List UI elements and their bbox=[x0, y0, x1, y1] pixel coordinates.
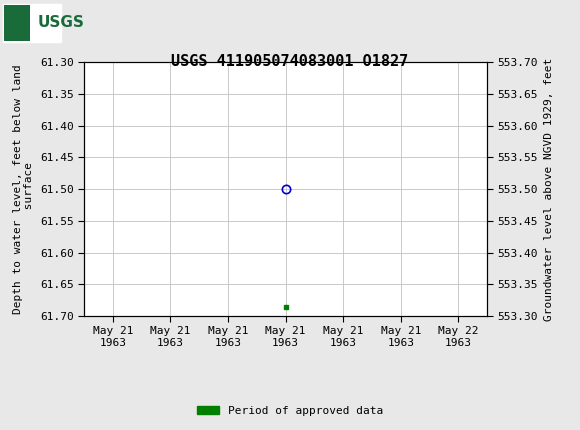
Text: USGS: USGS bbox=[38, 15, 85, 30]
Legend: Period of approved data: Period of approved data bbox=[193, 401, 387, 420]
Y-axis label: Groundwater level above NGVD 1929, feet: Groundwater level above NGVD 1929, feet bbox=[543, 58, 554, 321]
Text: USGS 411905074083001 O1827: USGS 411905074083001 O1827 bbox=[171, 54, 409, 69]
FancyBboxPatch shape bbox=[3, 3, 61, 42]
Y-axis label: Depth to water level, feet below land
 surface: Depth to water level, feet below land su… bbox=[13, 64, 34, 314]
FancyBboxPatch shape bbox=[4, 4, 30, 41]
